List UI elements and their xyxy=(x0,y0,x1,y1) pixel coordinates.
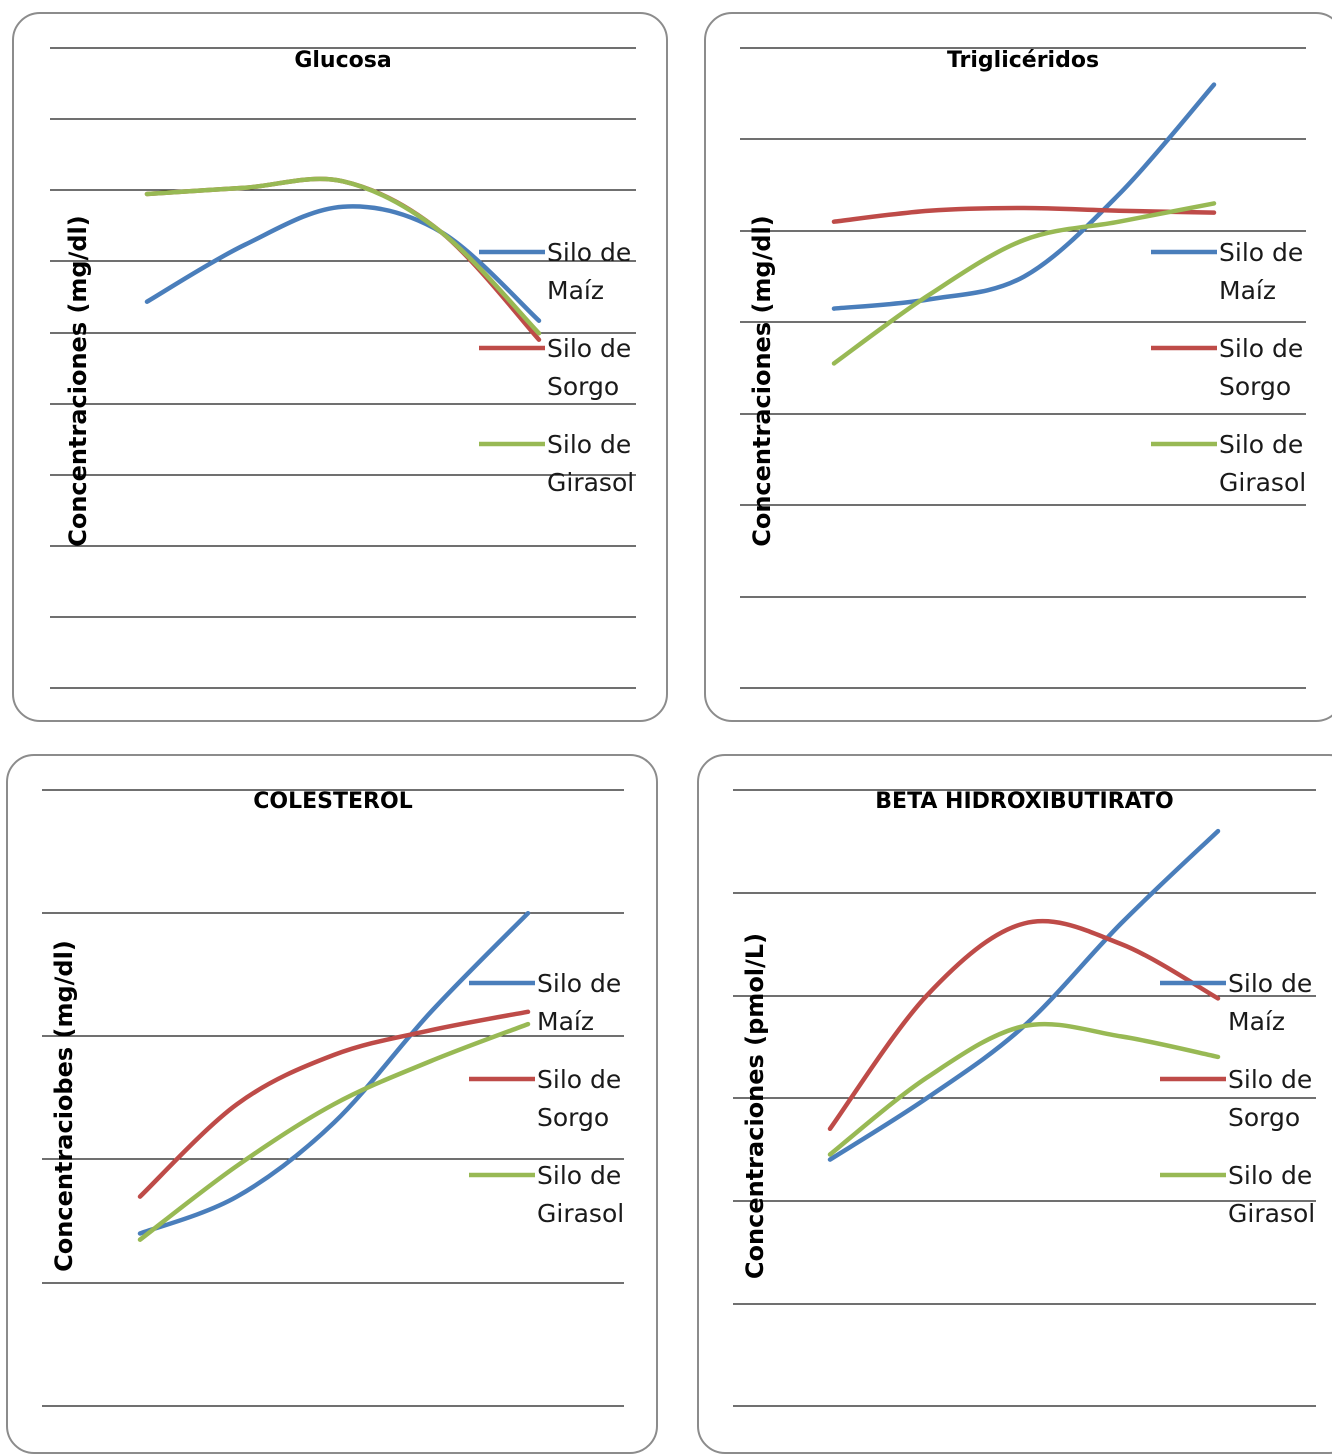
legend-label-sorgo: Silo de Sorgo xyxy=(547,334,631,401)
legend-label-maiz: Silo de Maíz xyxy=(537,969,621,1036)
series-line-maiz xyxy=(137,910,531,1236)
series-line-sorgo xyxy=(137,1009,531,1199)
chart-panel-colesterol: COLESTEROL Concentraciobes (mg/dl) Silo de… xyxy=(6,754,658,1454)
chart-title: BETA HIDROXIBUTIRATO xyxy=(875,789,1173,814)
legend-label-girasol: Silo de Girasol xyxy=(547,430,634,497)
legend-label-girasol: Silo de Girasol xyxy=(1219,430,1306,497)
series-line-sorgo xyxy=(827,918,1221,1132)
y-axis-label: Concentraciones (mg/dl) xyxy=(64,215,92,547)
legend-label-sorgo: Silo de Sorgo xyxy=(537,1065,621,1132)
beta-hidroxibutirato-chart: BETA HIDROXIBUTIRATO Concentraciones (pmo… xyxy=(733,789,1316,1407)
legend-label-maiz: Silo de Maíz xyxy=(547,238,631,305)
trigliceridos-chart: Triglicéridos Concentraciones (mg/dl) Silo… xyxy=(740,47,1306,689)
chart-title: Triglicéridos xyxy=(947,48,1099,73)
y-axis-label: Concentraciones (mg/dl) xyxy=(748,215,776,547)
colesterol-chart: COLESTEROL Concentraciobes (mg/dl) Silo de… xyxy=(42,789,624,1407)
series-line-girasol xyxy=(144,176,542,336)
series-line-maiz xyxy=(144,204,542,323)
chart-panel-glucosa: Glucosa Concentraciones (mg/dl) Silo de Maí… xyxy=(12,12,668,722)
series-line-girasol xyxy=(831,201,1217,366)
legend-label-maiz: Silo de Maíz xyxy=(1219,238,1303,305)
series-line-maiz xyxy=(827,828,1221,1162)
chart-panel-beta-hidroxibutirato: BETA HIDROXIBUTIRATO Concentraciones (pmo… xyxy=(697,754,1332,1454)
y-axis-label: Concentraciobes (mg/dl) xyxy=(50,940,78,1272)
chart-panel-trigliceridos: Triglicéridos Concentraciones (mg/dl) Silo… xyxy=(704,12,1332,722)
series-line-sorgo xyxy=(831,205,1217,224)
legend-label-girasol: Silo de Girasol xyxy=(537,1161,624,1228)
legend-label-maiz: Silo de Maíz xyxy=(1228,969,1312,1036)
y-axis-label: Concentraciones (pmol/L) xyxy=(741,933,769,1279)
legend-label-sorgo: Silo de Sorgo xyxy=(1219,334,1303,401)
chart-title: Glucosa xyxy=(294,48,391,73)
glucosa-chart: Glucosa Concentraciones (mg/dl) Silo de Maí… xyxy=(50,47,636,689)
legend-label-girasol: Silo de Girasol xyxy=(1228,1161,1315,1228)
series-line-girasol xyxy=(827,1021,1221,1157)
chart-title: COLESTEROL xyxy=(253,789,412,814)
series-line-sorgo xyxy=(144,176,542,342)
legend-label-sorgo: Silo de Sorgo xyxy=(1228,1065,1312,1132)
series-line-girasol xyxy=(137,1021,531,1242)
series-line-maiz xyxy=(831,82,1217,311)
